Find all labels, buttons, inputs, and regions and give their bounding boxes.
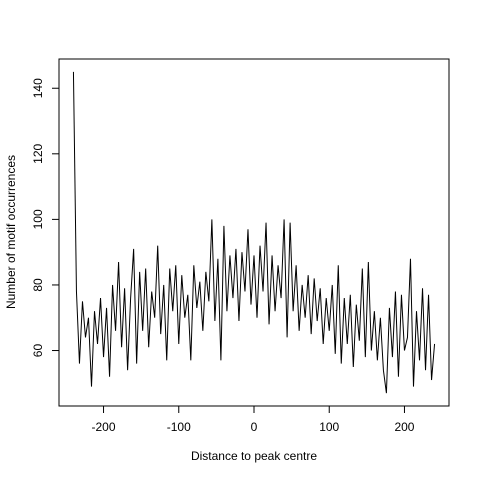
x-tick-label: -200 — [92, 420, 116, 434]
x-tick-label: 200 — [394, 420, 414, 434]
y-tick-label: 60 — [31, 344, 45, 358]
x-tick-label: 100 — [319, 420, 339, 434]
y-tick-label: 120 — [31, 143, 45, 163]
x-tick-label: 0 — [251, 420, 258, 434]
y-tick-label: 140 — [31, 78, 45, 98]
data-line — [72, 71, 436, 394]
y-tick-label: 80 — [31, 278, 45, 292]
x-axis-label: Distance to peak centre — [191, 449, 317, 463]
y-axis-label: Number of motif occurrences — [4, 155, 18, 309]
x-tick-label: -100 — [167, 420, 191, 434]
plot-frame — [58, 58, 450, 407]
y-tick-label: 100 — [31, 209, 45, 229]
